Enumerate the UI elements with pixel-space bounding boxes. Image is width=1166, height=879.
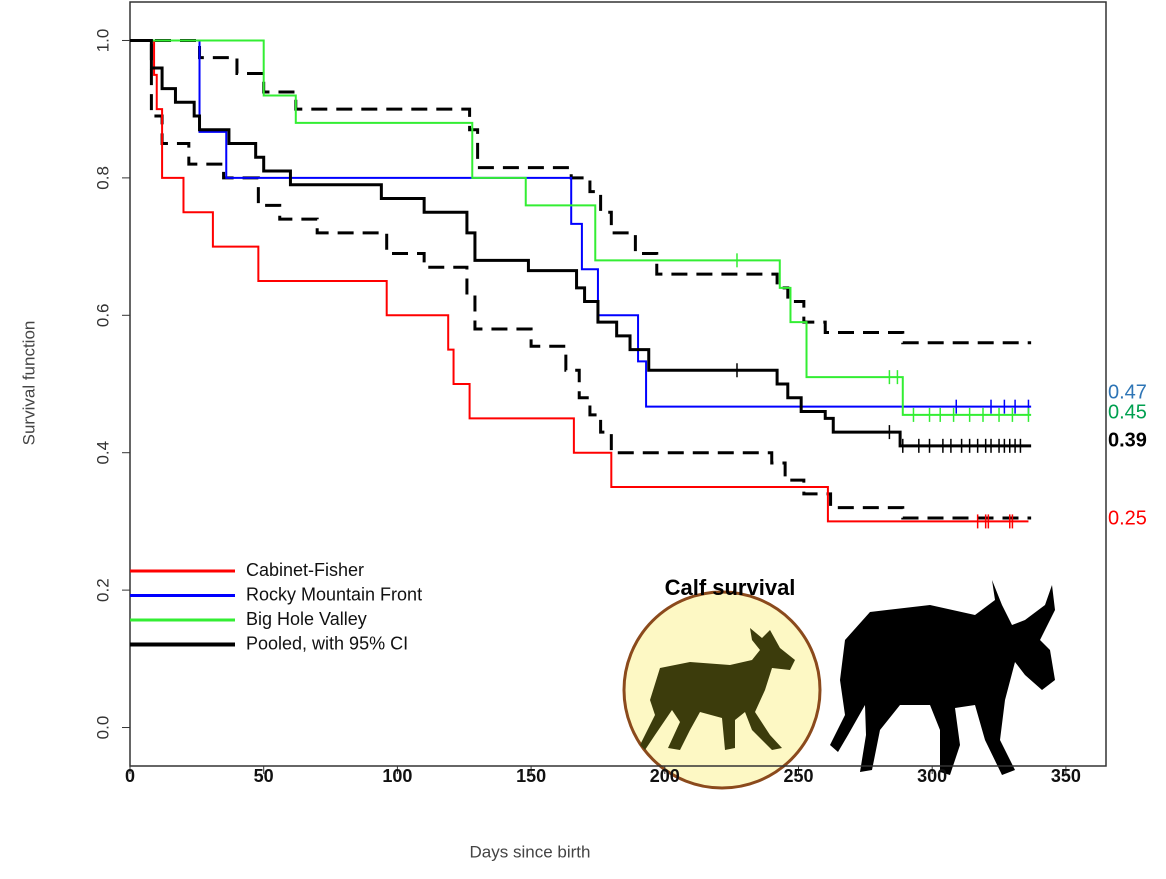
x-axis-label: Days since birth [470, 842, 591, 861]
end-value-label: 0.39 [1108, 429, 1147, 451]
y-tick-label: 0.8 [93, 166, 112, 190]
ci-line [130, 38, 1032, 520]
moose-illustration: Calf survival [622, 575, 1055, 790]
x-tick-label: 100 [382, 766, 412, 786]
moose-silhouette [830, 580, 1055, 775]
x-tick-label: 300 [917, 766, 947, 786]
y-tick-label: 0.4 [93, 441, 112, 465]
x-tick-label: 150 [516, 766, 546, 786]
calf-silhouette [640, 628, 795, 750]
plot-frame [129, 1, 1107, 767]
y-tick-label: 0.2 [93, 578, 112, 602]
end-value-label: 0.45 [1108, 401, 1147, 423]
ci-line [130, 38, 1032, 345]
legend-label: Cabinet-Fisher [246, 560, 364, 580]
y-tick-label: 0.6 [93, 303, 112, 327]
y-axis-label: Survival function [19, 321, 38, 446]
x-tick-label: 350 [1051, 766, 1081, 786]
legend-label: Big Hole Valley [246, 609, 367, 629]
legend-label: Rocky Mountain Front [246, 584, 422, 604]
end-value-label: 0.47 [1108, 381, 1147, 403]
survival-line [130, 39, 1029, 523]
inset-label: Calf survival [665, 575, 796, 600]
survival-line [130, 39, 1032, 408]
x-tick-label: 0 [125, 766, 135, 786]
x-tick-label: 200 [650, 766, 680, 786]
x-tick-label: 250 [783, 766, 813, 786]
survival-line [130, 39, 1032, 416]
y-tick-label: 0.0 [93, 716, 112, 740]
end-value-label: 0.25 [1108, 507, 1147, 529]
legend-label: Pooled, with 95% CI [246, 633, 408, 653]
x-tick-label: 50 [254, 766, 274, 786]
y-tick-label: 1.0 [93, 29, 112, 53]
survival-line [130, 38, 1032, 448]
